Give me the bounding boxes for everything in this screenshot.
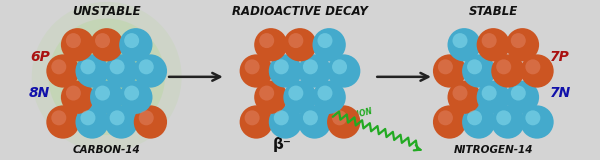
Circle shape bbox=[254, 28, 287, 61]
Text: β⁻: β⁻ bbox=[273, 137, 292, 152]
Circle shape bbox=[313, 28, 346, 61]
Circle shape bbox=[134, 54, 167, 88]
Circle shape bbox=[124, 33, 139, 48]
Text: RADIOACTIVE DECAY: RADIOACTIVE DECAY bbox=[232, 5, 368, 18]
Circle shape bbox=[496, 110, 511, 125]
Circle shape bbox=[90, 81, 124, 114]
Circle shape bbox=[433, 105, 466, 139]
Text: UNSTABLE: UNSTABLE bbox=[73, 5, 141, 18]
Circle shape bbox=[289, 33, 304, 48]
Circle shape bbox=[303, 110, 318, 125]
Circle shape bbox=[438, 59, 453, 74]
Circle shape bbox=[95, 33, 110, 48]
Circle shape bbox=[448, 28, 481, 61]
Circle shape bbox=[448, 81, 481, 114]
Circle shape bbox=[476, 81, 510, 114]
Circle shape bbox=[491, 54, 524, 88]
Circle shape bbox=[119, 81, 152, 114]
Circle shape bbox=[313, 81, 346, 114]
Circle shape bbox=[259, 33, 274, 48]
Circle shape bbox=[289, 86, 304, 100]
Circle shape bbox=[76, 105, 109, 139]
Circle shape bbox=[283, 81, 317, 114]
Circle shape bbox=[66, 86, 81, 100]
Text: STABLE: STABLE bbox=[469, 5, 518, 18]
Circle shape bbox=[433, 54, 466, 88]
Circle shape bbox=[511, 86, 526, 100]
Circle shape bbox=[52, 59, 67, 74]
Circle shape bbox=[134, 105, 167, 139]
Circle shape bbox=[303, 59, 318, 74]
Circle shape bbox=[139, 110, 154, 125]
Circle shape bbox=[90, 28, 124, 61]
Circle shape bbox=[526, 59, 541, 74]
Circle shape bbox=[332, 59, 347, 74]
Circle shape bbox=[95, 86, 110, 100]
Circle shape bbox=[476, 28, 510, 61]
Circle shape bbox=[61, 28, 94, 61]
Circle shape bbox=[520, 54, 554, 88]
Text: 6P: 6P bbox=[31, 50, 50, 64]
Circle shape bbox=[467, 110, 482, 125]
Circle shape bbox=[239, 105, 273, 139]
Circle shape bbox=[32, 2, 182, 152]
Circle shape bbox=[511, 33, 526, 48]
Circle shape bbox=[274, 59, 289, 74]
Text: 7P: 7P bbox=[550, 50, 569, 64]
Circle shape bbox=[80, 110, 95, 125]
Circle shape bbox=[496, 59, 511, 74]
Circle shape bbox=[482, 86, 497, 100]
Circle shape bbox=[467, 59, 482, 74]
Circle shape bbox=[506, 81, 539, 114]
Circle shape bbox=[104, 54, 138, 88]
Circle shape bbox=[46, 105, 80, 139]
Circle shape bbox=[66, 33, 81, 48]
Circle shape bbox=[298, 105, 331, 139]
Circle shape bbox=[283, 28, 317, 61]
Circle shape bbox=[491, 105, 524, 139]
Circle shape bbox=[76, 54, 109, 88]
Circle shape bbox=[64, 34, 150, 120]
Text: 7N: 7N bbox=[550, 87, 571, 100]
Circle shape bbox=[274, 110, 289, 125]
Circle shape bbox=[52, 110, 67, 125]
Circle shape bbox=[298, 54, 331, 88]
Text: 8N: 8N bbox=[29, 87, 50, 100]
Circle shape bbox=[80, 59, 95, 74]
Circle shape bbox=[61, 81, 94, 114]
Circle shape bbox=[269, 54, 302, 88]
Circle shape bbox=[327, 54, 361, 88]
Circle shape bbox=[46, 54, 80, 88]
Circle shape bbox=[438, 110, 453, 125]
Circle shape bbox=[526, 110, 541, 125]
Circle shape bbox=[259, 86, 274, 100]
Circle shape bbox=[506, 28, 539, 61]
Circle shape bbox=[49, 19, 165, 135]
Circle shape bbox=[245, 110, 260, 125]
Circle shape bbox=[269, 105, 302, 139]
Circle shape bbox=[462, 54, 496, 88]
Circle shape bbox=[254, 81, 287, 114]
Circle shape bbox=[317, 86, 332, 100]
Circle shape bbox=[139, 59, 154, 74]
Circle shape bbox=[245, 59, 260, 74]
Circle shape bbox=[462, 105, 496, 139]
Circle shape bbox=[520, 105, 554, 139]
Circle shape bbox=[452, 86, 467, 100]
Circle shape bbox=[239, 54, 273, 88]
Circle shape bbox=[452, 33, 467, 48]
Circle shape bbox=[124, 86, 139, 100]
Circle shape bbox=[327, 105, 361, 139]
Text: NITROGEN-14: NITROGEN-14 bbox=[454, 144, 533, 155]
Circle shape bbox=[317, 33, 332, 48]
Circle shape bbox=[104, 105, 138, 139]
Circle shape bbox=[482, 33, 497, 48]
Circle shape bbox=[119, 28, 152, 61]
Circle shape bbox=[110, 59, 125, 74]
Circle shape bbox=[332, 110, 347, 125]
Text: RADIATION: RADIATION bbox=[326, 106, 374, 127]
Text: CARBON-14: CARBON-14 bbox=[73, 144, 140, 155]
Circle shape bbox=[110, 110, 125, 125]
